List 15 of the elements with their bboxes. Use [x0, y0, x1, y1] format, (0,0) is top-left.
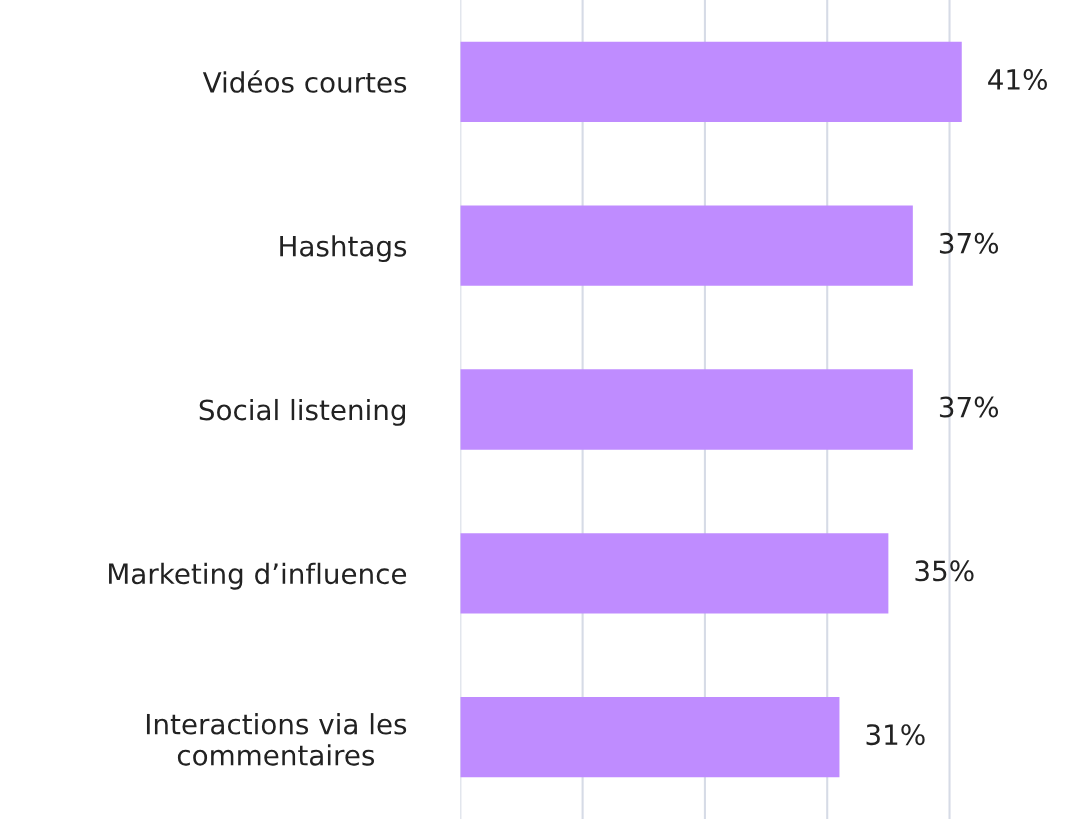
y-tick-label: Social listening: [199, 398, 406, 426]
bar: [460, 533, 889, 614]
data-label: 41%: [988, 68, 1047, 90]
data-label: 37%: [939, 396, 999, 418]
y-tick-label: Interactions via les commentaires: [146, 713, 407, 766]
y-tick-label: Marketing d’influence: [109, 562, 407, 590]
y-tick-label: Hashtags: [280, 235, 407, 263]
bar: [460, 369, 913, 450]
data-label: 35%: [915, 560, 974, 582]
y-tick-label: Vidéos courtes: [202, 70, 407, 93]
bar: [460, 41, 962, 123]
data-label: 31%: [866, 724, 925, 746]
bar: [460, 696, 840, 778]
data-label: 37%: [939, 232, 999, 254]
bar: [460, 205, 913, 286]
